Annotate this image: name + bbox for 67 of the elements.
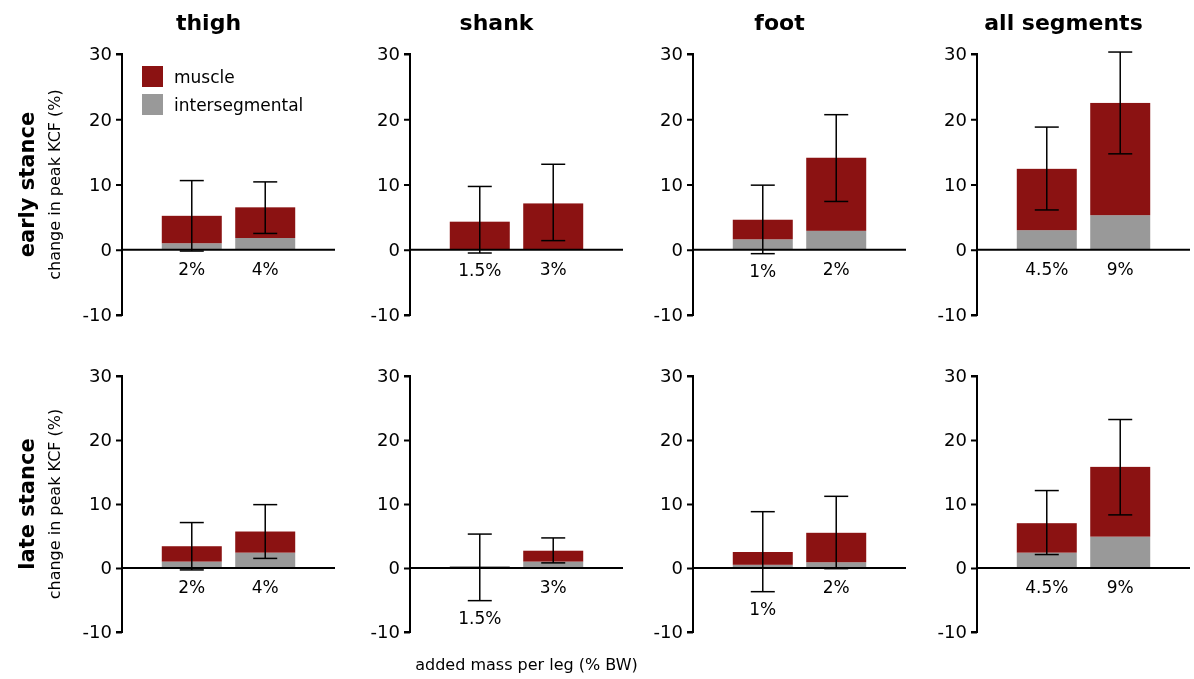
x-tick-label: 2% [822, 577, 850, 597]
y-tick-label: -10 [370, 621, 400, 643]
y-tick-label: 20 [660, 108, 683, 130]
y-tick-label: 30 [660, 43, 683, 65]
text: late stance [15, 438, 39, 570]
y-axis-title: change in peak KCF (%) [45, 408, 64, 600]
x-tick-label: 3% [539, 577, 567, 597]
y-tick-label: 30 [377, 365, 400, 387]
chart-title: thigh [175, 10, 242, 35]
x-tick-label: 1% [749, 598, 777, 619]
x-tick-label: 1.5% [458, 607, 502, 628]
y-tick-label: 30 [89, 365, 112, 387]
chart-title: all segments [984, 10, 1143, 35]
y-tick-label: 10 [944, 173, 967, 195]
y-tick-label: 20 [377, 108, 400, 130]
y-tick-label: 10 [377, 173, 400, 195]
y-tick-label: 20 [89, 429, 112, 451]
x-tick-label: 4.5% [1025, 577, 1069, 597]
y-tick-label: 10 [660, 173, 683, 195]
y-tick-label: 0 [100, 239, 112, 261]
x-tick-label: 4% [251, 258, 279, 279]
x-tick-label: 3% [539, 258, 567, 279]
y-tick-label: 0 [388, 239, 400, 261]
chart-title: foot [754, 10, 806, 35]
chart-title: shank [459, 10, 535, 35]
y-tick-label: -10 [82, 621, 112, 643]
y-tick-label: 20 [660, 429, 683, 451]
x-tick-label: 4% [251, 577, 279, 597]
legend-label: intersegmental [174, 95, 304, 115]
y-tick-label: 10 [377, 493, 400, 515]
x-tick-label: 1% [749, 260, 777, 281]
y-tick-label: 0 [955, 239, 967, 261]
y-tick-label: 0 [955, 557, 967, 579]
x-tick-label: 1.5% [458, 260, 502, 281]
y-tick-label: 30 [377, 43, 400, 65]
y-tick-label: 20 [944, 108, 967, 130]
y-tick-label: 20 [944, 429, 967, 451]
y-tick-label: -10 [653, 304, 683, 326]
y-tick-label: 10 [89, 173, 112, 195]
y-tick-label: 10 [89, 493, 112, 515]
x-tick-label: 4.5% [1025, 258, 1069, 279]
y-tick-label: 0 [671, 239, 683, 261]
x-axis-title: added mass per leg (% BW) [415, 655, 638, 674]
text: early stance [15, 111, 39, 258]
x-tick-label: 2% [178, 258, 206, 279]
y-axis-title: change in peak KCF (%) [45, 89, 64, 280]
x-tick-label: 2% [822, 258, 850, 279]
y-tick-label: -10 [937, 304, 967, 326]
y-tick-label: 20 [89, 108, 112, 130]
y-tick-label: 30 [89, 43, 112, 65]
y-tick-label: 20 [377, 429, 400, 451]
y-tick-label: -10 [370, 304, 400, 326]
y-tick-label: -10 [653, 621, 683, 643]
y-tick-label: 30 [944, 365, 967, 387]
y-tick-label: 10 [944, 493, 967, 515]
legend-label: muscle [174, 67, 235, 87]
y-tick-label: 30 [660, 365, 683, 387]
y-tick-label: 30 [944, 43, 967, 65]
y-tick-label: -10 [82, 304, 112, 326]
y-tick-label: -10 [937, 621, 967, 643]
y-tick-label: 10 [660, 493, 683, 515]
x-tick-label: 2% [178, 577, 206, 597]
x-tick-label: 9% [1106, 258, 1134, 279]
x-tick-label: 9% [1106, 577, 1134, 597]
y-tick-label: 0 [671, 557, 683, 579]
y-tick-label: 0 [100, 557, 112, 579]
y-tick-label: 0 [388, 557, 400, 579]
